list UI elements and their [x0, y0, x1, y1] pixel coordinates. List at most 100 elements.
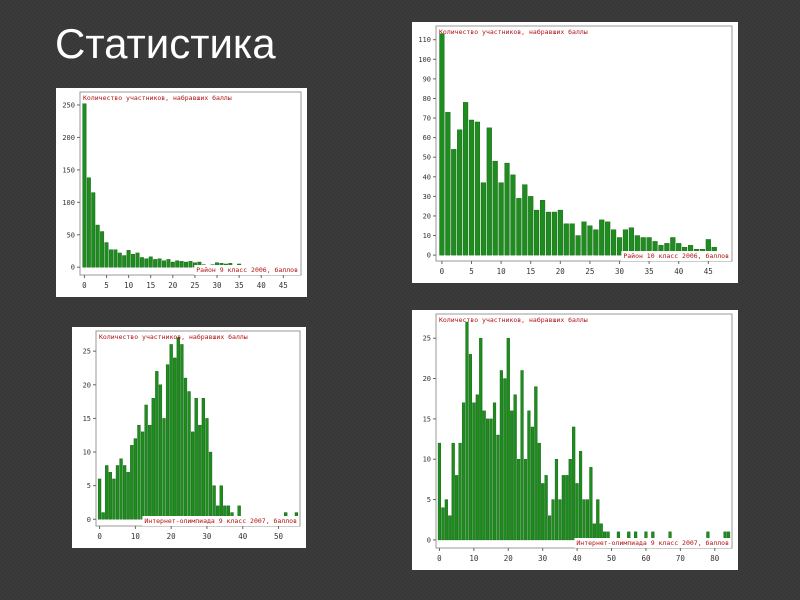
- bar: [530, 426, 534, 541]
- bar: [173, 357, 177, 520]
- bar: [151, 398, 155, 520]
- x-tick-label: 40: [573, 554, 583, 563]
- bar: [166, 259, 171, 268]
- bar: [437, 442, 442, 541]
- x-tick-label: 80: [710, 554, 720, 563]
- bar: [587, 225, 593, 256]
- bar: [451, 149, 457, 256]
- bar: [516, 198, 522, 256]
- x-tick-label: 45: [704, 267, 713, 276]
- bar: [95, 224, 100, 268]
- bar: [108, 472, 112, 520]
- bar: [544, 475, 548, 541]
- y-tick-label: 0: [427, 536, 431, 544]
- x-axis-label-bg: [574, 538, 732, 548]
- bar: [465, 321, 469, 541]
- bar: [208, 451, 213, 520]
- bar: [219, 485, 223, 520]
- bar: [563, 223, 569, 256]
- bar: [520, 370, 524, 541]
- x-tick-label: 30: [615, 267, 625, 276]
- bar: [568, 459, 572, 541]
- bar: [545, 211, 552, 256]
- bar: [100, 231, 105, 268]
- bar: [537, 442, 541, 541]
- bar: [139, 257, 144, 268]
- chart-header: Количество участников, набравших баллы: [83, 94, 232, 102]
- chart: 0 50 100 150 200 250 0 5 10 15 20 25 30 35 40 45 Количес…: [56, 88, 307, 297]
- bar: [534, 209, 540, 256]
- bar: [463, 102, 469, 256]
- x-tick-label: 0: [82, 281, 87, 290]
- y-tick-label: 150: [62, 166, 75, 174]
- bar: [504, 162, 510, 256]
- bar: [122, 465, 127, 520]
- bar: [187, 391, 191, 520]
- bar: [176, 337, 180, 520]
- y-tick-label: 30: [423, 193, 431, 201]
- bar: [444, 499, 448, 541]
- x-tick-label: 20: [556, 267, 566, 276]
- bar: [589, 467, 593, 541]
- bar: [137, 424, 141, 520]
- bar: [451, 442, 455, 541]
- bar: [616, 237, 623, 256]
- bar: [170, 261, 175, 268]
- x-tick-label: 0: [440, 267, 445, 276]
- bar: [108, 249, 113, 268]
- bar: [572, 426, 576, 541]
- bar: [183, 377, 188, 520]
- x-tick-label: 60: [641, 554, 651, 563]
- bar: [539, 200, 546, 256]
- bar: [548, 515, 552, 541]
- y-tick-label: 200: [62, 134, 75, 142]
- x-tick-label: 0: [437, 554, 442, 563]
- chart: 0 5 10 15 20 25 0 10 20 30 40 50 60 70 80 Количество уч…: [412, 310, 738, 570]
- y-tick-label: 25: [83, 348, 91, 356]
- x-tick-label: 35: [645, 267, 654, 276]
- bar: [480, 182, 486, 256]
- bar: [486, 127, 492, 256]
- bar: [482, 410, 486, 541]
- y-tick-label: 50: [67, 231, 75, 239]
- bar: [91, 192, 96, 268]
- x-tick-label: 25: [585, 267, 594, 276]
- y-tick-label: 20: [423, 212, 431, 220]
- bar: [496, 434, 500, 541]
- bar: [97, 478, 102, 520]
- bar: [122, 255, 127, 268]
- bar: [510, 410, 514, 541]
- y-tick-label: 40: [423, 173, 431, 181]
- bar: [135, 252, 140, 268]
- x-tick-label: 5: [104, 281, 109, 290]
- bar: [569, 223, 575, 256]
- bar: [479, 338, 483, 541]
- bar: [461, 402, 466, 541]
- x-tick-label: 0: [97, 532, 102, 541]
- x-tick-label: 40: [238, 532, 248, 541]
- bar: [131, 254, 136, 268]
- y-tick-label: 0: [87, 516, 91, 524]
- bar: [534, 386, 538, 541]
- bar: [522, 184, 528, 256]
- bar: [474, 121, 481, 256]
- bar: [205, 418, 209, 520]
- bar: [86, 177, 91, 268]
- bar: [162, 260, 166, 268]
- x-tick-label: 30: [538, 554, 548, 563]
- bar: [513, 394, 517, 541]
- bar: [148, 424, 152, 520]
- y-tick-label: 5: [427, 496, 431, 504]
- y-tick-label: 80: [423, 95, 431, 103]
- bar: [155, 371, 159, 520]
- bar: [592, 523, 596, 541]
- bar: [611, 229, 617, 256]
- y-tick-label: 110: [418, 36, 431, 44]
- x-tick-label: 20: [504, 554, 514, 563]
- bar: [551, 211, 557, 256]
- bar: [582, 499, 586, 541]
- bar: [468, 354, 472, 541]
- x-tick-label: 50: [274, 532, 284, 541]
- bar: [565, 475, 569, 541]
- bar: [101, 512, 105, 520]
